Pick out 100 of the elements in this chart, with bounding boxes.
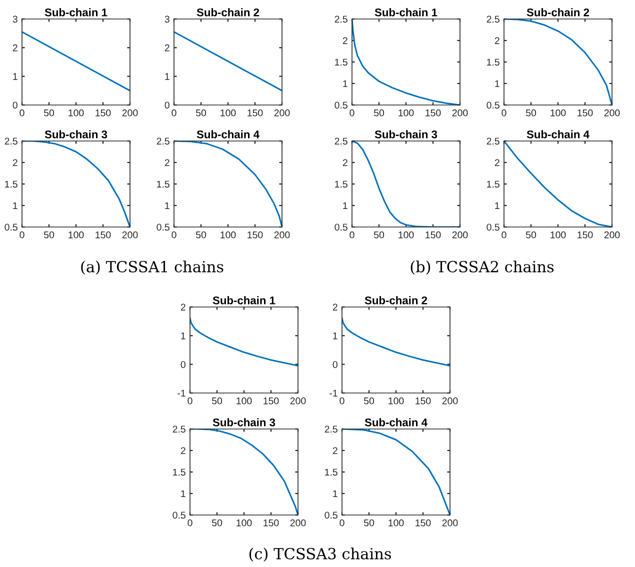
x-tick-label: 100 <box>236 519 252 526</box>
x-tick-label: 150 <box>578 231 593 238</box>
y-tick-label: 0.5 <box>334 102 348 109</box>
y-tick-label: -1 <box>330 390 338 397</box>
chart-title: Sub-chain 4 <box>364 418 428 426</box>
x-tick-label: 100 <box>398 109 414 116</box>
y-tick-label: 0.5 <box>4 224 18 231</box>
line-series <box>342 429 450 515</box>
line-series <box>190 429 298 515</box>
chart-title: Sub-chain 4 <box>526 130 590 138</box>
x-tick-label: 100 <box>220 109 236 116</box>
y-tick-label: 1.5 <box>335 58 348 66</box>
x-tick-label: 0 <box>350 231 354 238</box>
x-tick-label: 200 <box>604 231 620 238</box>
y-tick-label: 2.5 <box>156 138 170 145</box>
y-tick-label: 3 <box>12 16 18 23</box>
y-tick-label: 2.5 <box>486 138 500 145</box>
x-tick-label: 200 <box>274 109 290 116</box>
x-tick-label: 0 <box>188 519 192 526</box>
y-tick-label: -1 <box>178 390 186 397</box>
chart-title: Sub-chain 2 <box>526 8 590 16</box>
x-tick-label: 50 <box>44 109 54 116</box>
x-tick-label: 150 <box>426 109 441 116</box>
line-series <box>352 19 460 105</box>
y-tick-label: 2 <box>342 159 348 166</box>
y-tick-label: 1 <box>13 202 18 210</box>
x-tick-label: 50 <box>44 231 54 238</box>
y-tick-label: 0 <box>332 361 338 368</box>
line-series <box>504 19 612 105</box>
y-tick-label: 0 <box>180 361 186 368</box>
y-tick-label: 1.5 <box>157 180 170 188</box>
x-tick-label: 200 <box>604 109 620 116</box>
y-tick-label: 1 <box>181 490 186 498</box>
y-tick-label: 1 <box>181 332 186 340</box>
x-tick-label: 150 <box>416 397 431 404</box>
chart-title: Sub-chain 2 <box>364 296 428 304</box>
x-tick-label: 200 <box>290 397 306 404</box>
x-tick-label: 100 <box>388 519 404 526</box>
x-tick-label: 100 <box>236 397 252 404</box>
x-tick-label: 150 <box>96 231 111 238</box>
text: (c) TCSSA3 chains <box>249 548 391 562</box>
y-tick-label: 1 <box>495 80 500 88</box>
x-tick-label: 0 <box>350 109 354 116</box>
y-tick-label: 0 <box>12 102 18 109</box>
chart-title: Sub-chain 1 <box>212 296 276 304</box>
x-tick-label: 0 <box>188 397 192 404</box>
y-tick-label: 1 <box>13 73 18 80</box>
chart-title: Sub-chain 1 <box>374 8 438 16</box>
x-tick-label: 200 <box>122 109 138 116</box>
y-tick-label: 1 <box>165 73 170 80</box>
line-series <box>22 141 130 227</box>
y-tick-label: 0.5 <box>156 224 170 231</box>
y-tick-label: 2 <box>180 447 186 454</box>
x-tick-label: 0 <box>502 231 506 238</box>
x-tick-label: 50 <box>212 397 222 404</box>
x-tick-label: 100 <box>220 231 236 238</box>
y-tick-label: 2 <box>494 37 500 44</box>
y-tick-label: 0.5 <box>334 224 348 231</box>
y-tick-label: 2.5 <box>4 138 18 145</box>
y-tick-label: 2.5 <box>334 138 348 145</box>
y-tick-label: 2 <box>12 159 18 166</box>
y-tick-label: 2 <box>332 447 338 454</box>
x-tick-label: 200 <box>442 397 458 404</box>
y-tick-label: 1.5 <box>487 58 500 66</box>
x-tick-label: 150 <box>264 519 279 526</box>
x-tick-label: 150 <box>264 397 279 404</box>
y-tick-label: 2 <box>332 304 338 311</box>
y-tick-label: 1.5 <box>325 468 338 476</box>
y-tick-label: 3 <box>164 16 170 23</box>
y-tick-label: 2 <box>12 44 18 52</box>
x-tick-label: 200 <box>290 519 306 526</box>
x-tick-label: 0 <box>502 109 506 116</box>
line-series <box>504 141 612 227</box>
x-tick-label: 100 <box>388 397 404 404</box>
y-tick-label: 1 <box>333 332 338 340</box>
y-tick-label: 1 <box>333 490 338 498</box>
y-tick-label: 2 <box>342 37 348 44</box>
y-tick-label: 1.5 <box>5 180 18 188</box>
y-tick-label: 2.5 <box>172 426 186 433</box>
x-tick-label: 200 <box>122 231 138 238</box>
x-tick-label: 50 <box>196 231 206 238</box>
chart-title: Sub-chain 3 <box>44 130 108 138</box>
x-tick-label: 150 <box>248 109 263 116</box>
line-series <box>174 141 282 227</box>
x-tick-label: 50 <box>212 519 222 526</box>
x-tick-label: 100 <box>68 231 84 238</box>
y-tick-label: 1.5 <box>487 180 500 188</box>
y-tick-label: 1 <box>343 80 348 88</box>
y-tick-label: 2 <box>494 159 500 166</box>
y-tick-label: 1 <box>165 202 170 210</box>
x-tick-label: 50 <box>196 109 206 116</box>
x-tick-label: 50 <box>374 231 384 238</box>
y-tick-label: 1 <box>495 202 500 210</box>
y-tick-label: 0.5 <box>486 224 500 231</box>
x-tick-label: 100 <box>550 231 566 238</box>
x-tick-label: 200 <box>442 519 458 526</box>
y-tick-label: 1.5 <box>173 468 186 476</box>
x-tick-label: 150 <box>96 109 111 116</box>
x-tick-label: 0 <box>20 231 24 238</box>
x-tick-label: 200 <box>452 231 468 238</box>
